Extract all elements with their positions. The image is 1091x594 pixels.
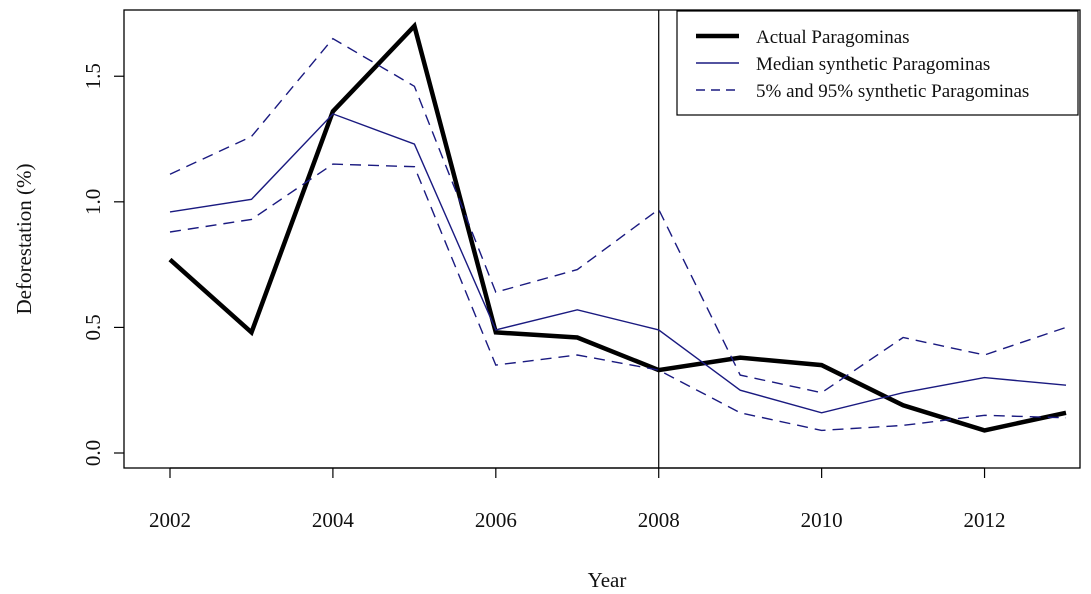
series-line-3 bbox=[169, 37, 1067, 394]
y-tick-label: 0.5 bbox=[81, 314, 105, 340]
x-tick-label: 2006 bbox=[475, 508, 517, 532]
x-tick-label: 2002 bbox=[149, 508, 191, 532]
series-line-1 bbox=[168, 21, 1067, 433]
legend: Actual Paragominas Median synthetic Parag… bbox=[676, 10, 1079, 116]
legend-label-1: Actual Paragominas bbox=[756, 27, 910, 48]
axes-layer: 2002 2004 2006 2008 2010 2012 0.0 0.5 1.0 1.5 Year… bbox=[12, 9, 1081, 592]
legend-label-3: 5% and 95% synthetic Paragominas bbox=[756, 81, 1029, 102]
x-tick-label: 2004 bbox=[312, 508, 355, 532]
y-axis-title: Deforestation (%) bbox=[12, 163, 36, 314]
y-tick-label: 0.0 bbox=[81, 440, 105, 466]
x-tick-label: 2012 bbox=[964, 508, 1006, 532]
x-tick-label: 2010 bbox=[801, 508, 843, 532]
x-axis-title: Year bbox=[588, 568, 627, 592]
y-tick-label: 1.5 bbox=[81, 63, 105, 89]
legend-label-2: Median synthetic Paragominas bbox=[756, 54, 990, 75]
series-line-2 bbox=[169, 113, 1067, 414]
legend-box bbox=[676, 10, 1079, 116]
series-group bbox=[168, 10, 1067, 468]
x-tick-label: 2008 bbox=[638, 508, 680, 532]
plot-layer bbox=[168, 10, 1067, 468]
y-tick-label: 1.0 bbox=[81, 189, 105, 215]
series-line-4 bbox=[169, 163, 1067, 432]
